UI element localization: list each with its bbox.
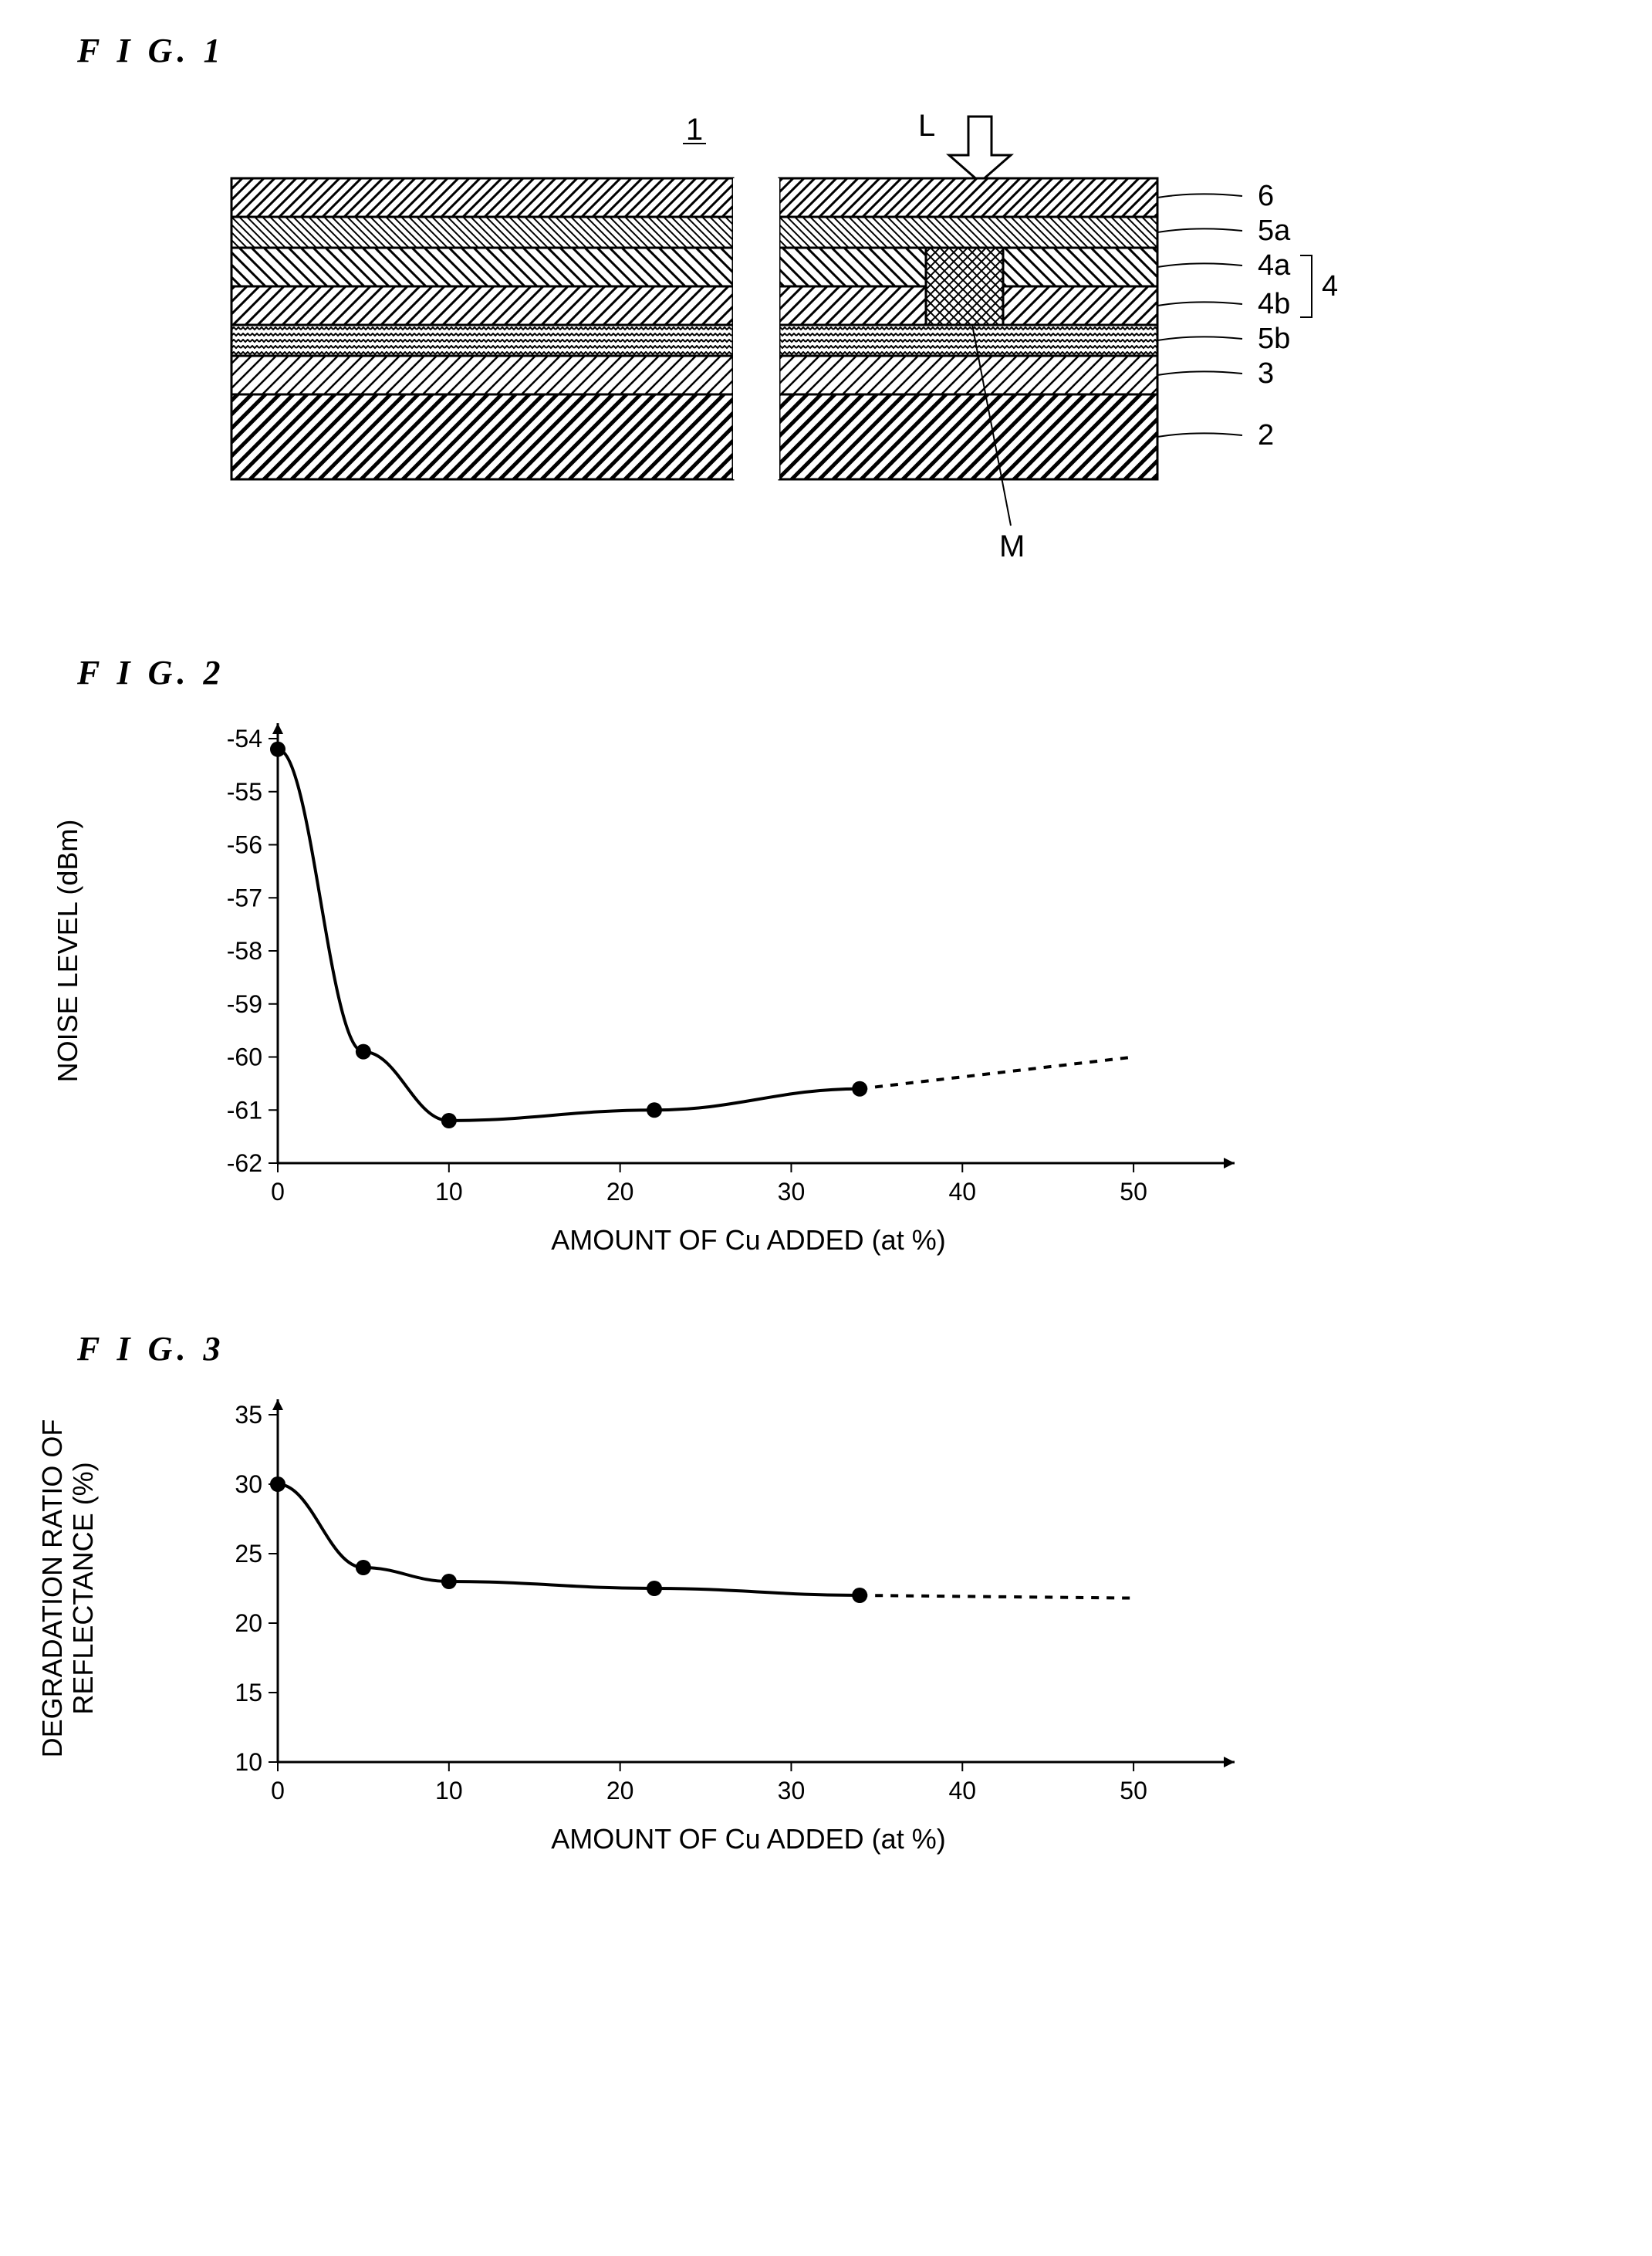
svg-text:20: 20 — [606, 1178, 634, 1206]
data-point — [647, 1581, 662, 1596]
layer-label-6: 6 — [1258, 180, 1274, 212]
figure-1: F I G. 1 — [31, 31, 1621, 591]
data-point — [647, 1102, 662, 1118]
svg-text:20: 20 — [606, 1777, 634, 1804]
figure-3-chart: 0 10 20 30 40 50 10 15 20 25 30 35 AMOUNT OF Cu ADDE… — [31, 1384, 1265, 1862]
bracket-4-label: 4 — [1322, 270, 1338, 303]
data-line-dashed — [860, 1057, 1133, 1089]
x-axis-label: AMOUNT OF Cu ADDED (at %) — [551, 1823, 945, 1855]
figure-1-diagram: 1 L M 65a4a 4b5b3 2 4 — [31, 86, 1420, 587]
svg-text:-61: -61 — [227, 1096, 262, 1124]
svg-text:40: 40 — [948, 1777, 976, 1804]
data-point — [441, 1113, 457, 1128]
svg-text:-55: -55 — [227, 778, 262, 806]
arrow-down-icon — [949, 117, 1011, 182]
svg-text:-58: -58 — [227, 937, 262, 965]
data-point — [441, 1574, 457, 1589]
svg-text:50: 50 — [1120, 1178, 1147, 1206]
svg-text:15: 15 — [235, 1679, 262, 1706]
fig1-title: 1 — [686, 113, 703, 147]
data-line — [278, 1484, 860, 1595]
svg-text:30: 30 — [235, 1470, 262, 1498]
bracket-4: 4 — [1300, 255, 1338, 317]
layer-label-5b: 5b — [1258, 323, 1290, 355]
figure-2: F I G. 2 0 10 20 30 40 50 -62 -61 -60 -59 -58 -57 -5… — [31, 653, 1621, 1267]
svg-text:40: 40 — [948, 1178, 976, 1206]
svg-text:50: 50 — [1120, 1777, 1147, 1804]
svg-text:30: 30 — [778, 1178, 806, 1206]
data-point — [852, 1588, 867, 1603]
svg-text:10: 10 — [235, 1748, 262, 1776]
y-axis-label: DEGRADATION RATIO OF — [36, 1419, 68, 1758]
figure-2-chart: 0 10 20 30 40 50 -62 -61 -60 -59 -58 -57 -56 -55 -54 AM… — [31, 708, 1265, 1263]
figure-3: F I G. 3 0 10 20 30 40 50 10 15 20 25 30 35 AMOUNT O… — [31, 1329, 1621, 1866]
svg-text:10: 10 — [435, 1777, 463, 1804]
fig1-m-label: M — [999, 529, 1025, 563]
figure-2-label: F I G. 2 — [77, 653, 1621, 692]
figure-3-label: F I G. 3 — [77, 1329, 1621, 1368]
y-axis-label: REFLECTANCE (%) — [67, 1462, 99, 1714]
mark-m-region — [926, 248, 1003, 325]
y-axis-label: NOISE LEVEL (dBm) — [52, 820, 83, 1083]
svg-text:20: 20 — [235, 1609, 262, 1637]
svg-text:-62: -62 — [227, 1149, 262, 1177]
layer-label-4a: 4a — [1258, 249, 1291, 282]
x-axis-label: AMOUNT OF Cu ADDED (at %) — [551, 1224, 945, 1256]
svg-text:0: 0 — [271, 1777, 285, 1804]
layer-labels: 65a4a 4b5b3 2 — [1157, 180, 1291, 452]
data-point — [852, 1081, 867, 1097]
layer-label-4b: 4b — [1258, 288, 1290, 320]
svg-text:-56: -56 — [227, 831, 262, 859]
data-line-dashed — [860, 1595, 1133, 1598]
layer-label-2: 2 — [1258, 419, 1274, 452]
svg-text:-57: -57 — [227, 884, 262, 912]
svg-text:35: 35 — [235, 1401, 262, 1429]
svg-text:-60: -60 — [227, 1043, 262, 1071]
svg-text:30: 30 — [778, 1777, 806, 1804]
svg-text:10: 10 — [435, 1178, 463, 1206]
svg-text:-59: -59 — [227, 990, 262, 1018]
figure-1-label: F I G. 1 — [77, 31, 1621, 70]
data-point — [270, 1476, 285, 1492]
data-point — [270, 742, 285, 757]
layer-stack — [231, 178, 1157, 479]
layer-label-5a: 5a — [1258, 215, 1291, 247]
data-point — [356, 1044, 371, 1060]
layer-label-3: 3 — [1258, 357, 1274, 390]
svg-text:-54: -54 — [227, 725, 262, 753]
svg-text:25: 25 — [235, 1540, 262, 1568]
data-line — [278, 749, 860, 1121]
data-point — [356, 1560, 371, 1575]
svg-text:0: 0 — [271, 1178, 285, 1206]
fig1-arrow-label: L — [918, 109, 935, 143]
